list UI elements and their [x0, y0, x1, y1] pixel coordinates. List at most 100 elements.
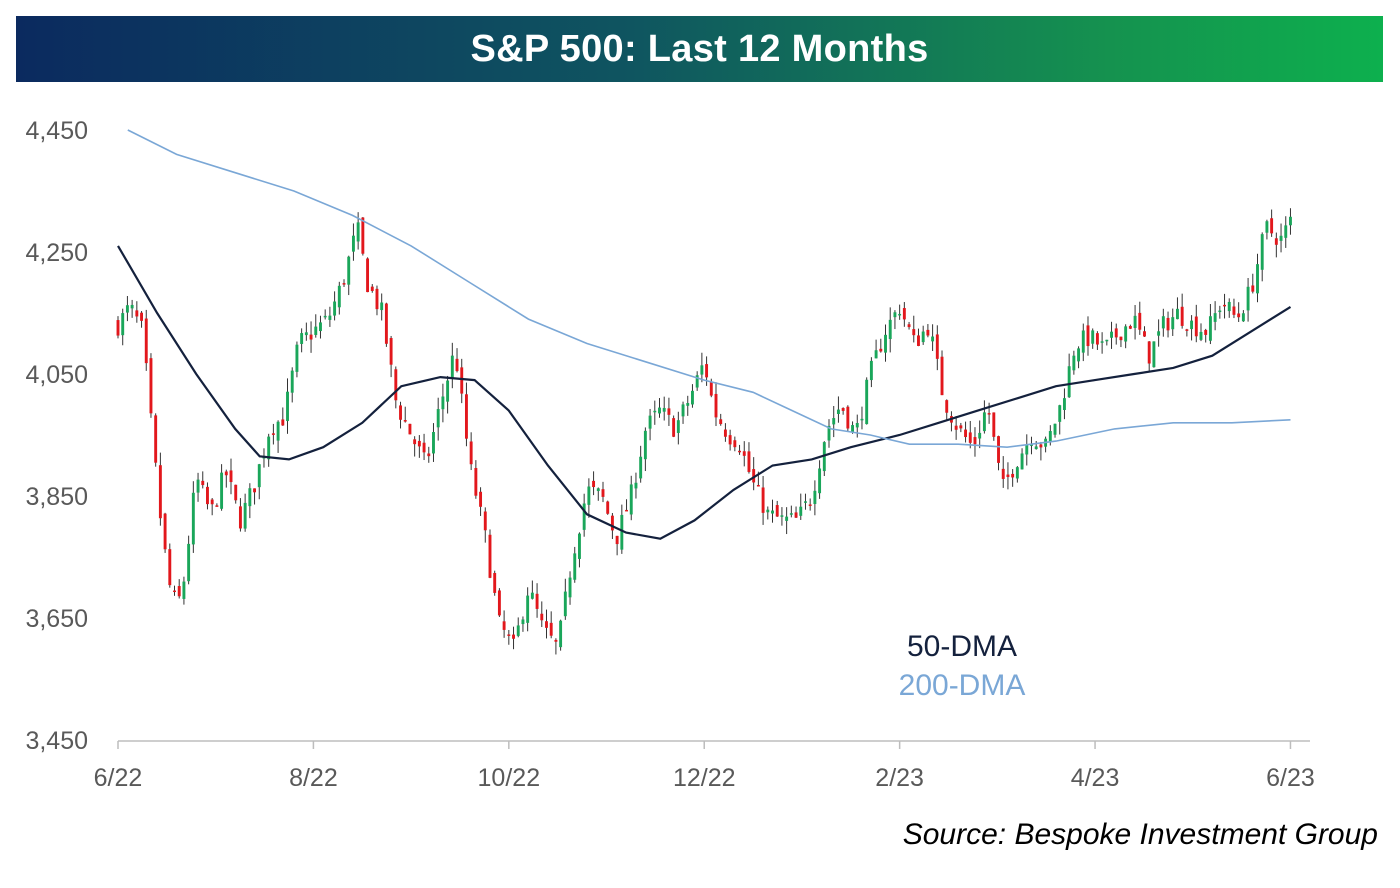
- candle-up: [573, 553, 577, 580]
- candle-up: [1241, 313, 1245, 322]
- candle-up: [530, 592, 534, 599]
- candle-up: [286, 391, 289, 422]
- candle-up: [648, 415, 652, 429]
- candle-up: [1260, 234, 1264, 270]
- candle-up: [884, 334, 887, 353]
- candle-down: [464, 394, 468, 439]
- candle-down: [168, 549, 172, 586]
- candle-up: [662, 407, 666, 412]
- candle-up: [1208, 316, 1212, 341]
- candle-up: [450, 355, 454, 378]
- candle-up: [1062, 398, 1066, 410]
- candle-down: [610, 515, 614, 531]
- candle-down: [601, 489, 605, 497]
- candle-down: [224, 471, 228, 476]
- candle-up: [1213, 313, 1217, 322]
- candle-down: [1194, 316, 1198, 337]
- candle-up: [855, 422, 859, 428]
- candle-down: [1039, 444, 1043, 448]
- candle-up: [827, 425, 831, 441]
- candle-down: [733, 440, 737, 448]
- candle-down: [1251, 285, 1255, 292]
- candle-up: [1218, 310, 1222, 313]
- candle-up: [130, 304, 134, 309]
- candle-down: [483, 511, 487, 531]
- candle-down: [422, 442, 426, 453]
- candle-down: [719, 419, 723, 425]
- candle-up: [1053, 423, 1057, 435]
- candle-up: [865, 379, 869, 425]
- x-tick-label: 2/23: [875, 764, 924, 792]
- candle-down: [116, 320, 120, 336]
- candle-down: [271, 433, 275, 435]
- candle-up: [441, 396, 445, 410]
- candle-up: [921, 331, 925, 343]
- candle-up: [832, 418, 836, 425]
- candle-down: [554, 639, 558, 642]
- candle-up: [658, 407, 661, 414]
- candle-down: [964, 429, 968, 438]
- candle-down: [309, 334, 313, 340]
- candle-down: [173, 590, 176, 593]
- candle-up: [563, 591, 567, 617]
- candle-down: [973, 437, 977, 445]
- x-tick-label: 12/22: [673, 764, 736, 792]
- candle-up: [686, 403, 690, 406]
- candle-down: [488, 534, 492, 578]
- candle-down: [1166, 317, 1170, 331]
- candle-up: [1034, 446, 1038, 450]
- candle-down: [375, 288, 379, 310]
- candle-down: [507, 634, 511, 636]
- candle-up: [804, 501, 807, 503]
- candle-up: [446, 380, 450, 402]
- candle-down: [540, 613, 544, 621]
- candle-down: [253, 488, 257, 493]
- y-tick-label: 4,450: [25, 117, 88, 145]
- candle-down: [413, 439, 417, 445]
- candle-up: [898, 313, 902, 316]
- candle-up: [314, 326, 318, 335]
- candle-up: [337, 285, 341, 308]
- candle-down: [281, 419, 285, 426]
- candle-up: [869, 360, 873, 381]
- candle-down: [399, 405, 402, 420]
- candle-up: [276, 421, 280, 441]
- candle-down: [917, 335, 920, 346]
- candle-down: [460, 367, 464, 394]
- candle-down: [389, 338, 393, 365]
- candle-down: [140, 312, 143, 321]
- candle-up: [691, 390, 694, 405]
- candle-down: [714, 393, 718, 418]
- chart-title-banner: S&P 500: Last 12 Months: [16, 16, 1383, 82]
- candle-down: [384, 303, 388, 344]
- candle-down: [342, 283, 346, 285]
- candle-up: [1030, 444, 1033, 446]
- candle-down: [954, 425, 958, 430]
- candle-up: [1227, 301, 1231, 312]
- candle-down: [1185, 329, 1189, 331]
- candle-up: [1072, 355, 1076, 371]
- candle-down: [935, 334, 939, 359]
- moving-average-lines: [117, 129, 1292, 540]
- candle-up: [860, 418, 864, 421]
- candle-down: [479, 491, 483, 507]
- candle-down: [992, 412, 996, 437]
- candle-down: [1274, 238, 1278, 245]
- candle-up: [766, 509, 770, 513]
- candle-down: [742, 451, 746, 456]
- candle-down: [215, 505, 219, 507]
- y-tick-label: 3,650: [25, 605, 88, 633]
- candle-down: [154, 415, 158, 463]
- candle-up: [785, 516, 789, 521]
- candle-down: [210, 499, 214, 505]
- candle-down: [1011, 473, 1015, 478]
- candle-up: [568, 577, 572, 598]
- candle-up: [813, 490, 817, 504]
- candle-down: [705, 364, 709, 378]
- candle-up: [700, 365, 704, 375]
- candle-up: [356, 222, 360, 242]
- candle-down: [723, 429, 727, 437]
- candle-up: [629, 484, 633, 515]
- candle-down: [1270, 218, 1274, 234]
- candle-down: [474, 468, 478, 496]
